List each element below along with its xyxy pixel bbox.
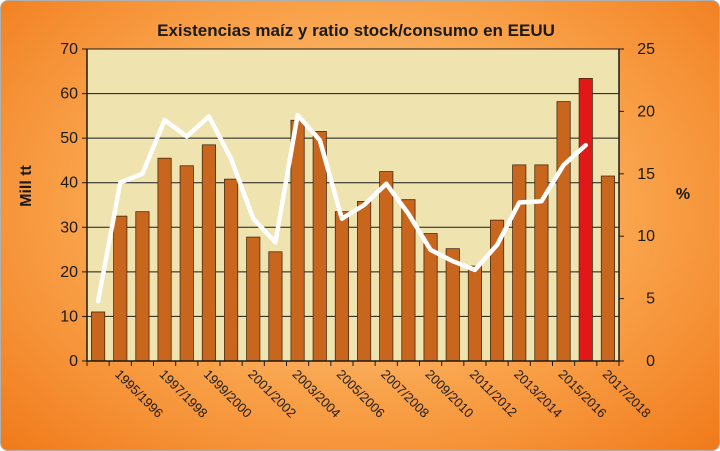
y-tick-label: 40 [60,175,78,192]
bar [357,201,372,362]
bar [312,131,327,362]
y-tick-label: 70 [60,41,78,58]
bar [334,211,349,362]
y-axis-right-label: % [676,186,690,203]
bar [578,78,593,362]
bar [91,311,106,362]
y-tick-label: 10 [60,308,78,325]
bar [201,144,216,362]
bar [246,236,261,362]
bar [290,119,305,362]
y2-tick-label: 5 [646,291,655,308]
bar [113,215,128,362]
bar [445,248,460,362]
plot-background [87,49,619,361]
bar [600,175,615,362]
bar [135,211,150,362]
y-tick-label: 0 [69,353,78,370]
y-axis-right-ticks: 0 5 10 15 20 25 [619,41,655,370]
bar [556,101,571,362]
bar [512,164,527,362]
ratio-line [95,112,589,304]
y2-tick-label: 10 [637,228,655,245]
y-tick-label: 20 [60,264,78,281]
y-tick-label: 30 [60,219,78,236]
y-tick-label: 60 [60,86,78,103]
y-axis-left-label: Mill tt [18,164,35,206]
y2-tick-label: 25 [637,41,655,58]
chart-title: Existencias maíz y ratio stock/consumo e… [157,21,555,40]
x-tick-label: 2017/2018 [600,367,654,421]
bar [268,251,283,362]
x-tick-label: 2011/2012 [467,367,520,420]
plot-area [86,48,620,362]
bar [467,265,482,362]
bar [379,171,394,362]
bar [224,178,239,362]
bar [179,165,194,362]
y2-tick-label: 0 [646,353,655,370]
y2-tick-label: 15 [637,166,655,183]
bar [157,157,172,362]
x-axis-ticks: 1995/19961997/19981999/20002001/20022003… [86,361,654,421]
y-axis-left-ticks: 0 10 20 30 40 50 60 70 [60,41,87,370]
y-tick-label: 50 [60,130,78,147]
y2-tick-label: 20 [637,103,655,120]
